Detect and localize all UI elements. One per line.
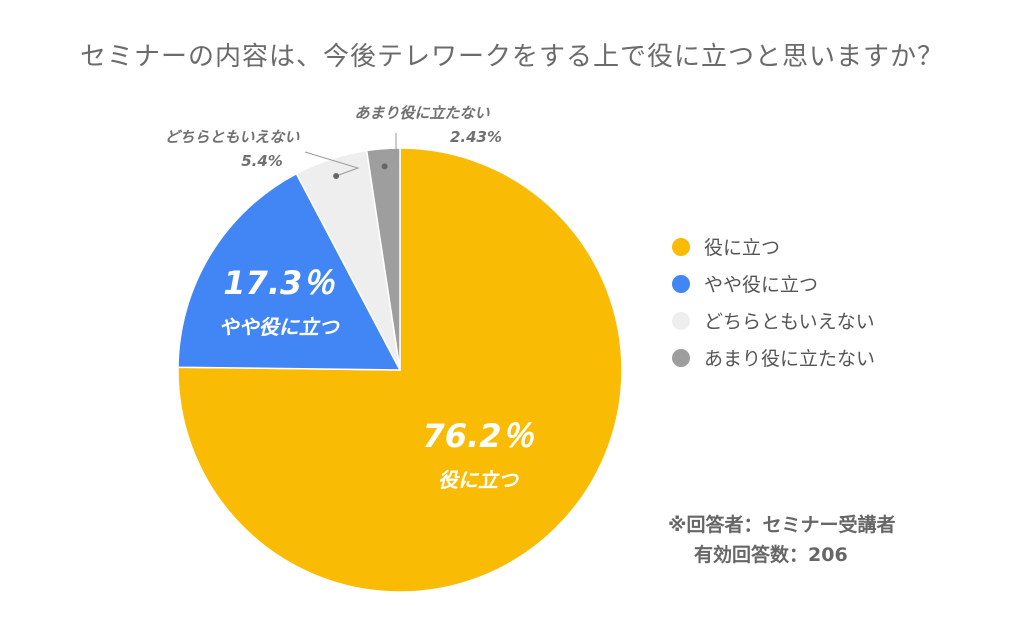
- pie-slice: [177, 147, 623, 593]
- slice-value-label: 2.43%: [450, 128, 502, 146]
- leader-dot: [381, 163, 388, 170]
- legend-label: あまり役に立たない: [704, 348, 876, 370]
- leader-line: [304, 151, 360, 177]
- slice-category-label: 役に立つ: [438, 468, 520, 492]
- pie-slice: [177, 172, 402, 371]
- legend-swatch-icon: [672, 274, 690, 293]
- legend-label: 役に立つ: [704, 237, 781, 259]
- leader-line: [384, 133, 397, 167]
- legend: 役に立つ やや役に立つ どちらともいえない あまり役に立たない: [672, 228, 875, 376]
- legend-swatch-icon: [672, 348, 690, 367]
- legend-label: やや役に立つ: [704, 274, 819, 296]
- slice-value-label: 5.4%: [241, 152, 283, 170]
- legend-label: どちらともいえない: [704, 311, 875, 333]
- note-respondents: ※回答者：セミナー受講者: [668, 514, 896, 536]
- legend-item: あまり役に立たない: [672, 339, 875, 376]
- slice-value-label: 17.3％: [223, 264, 335, 302]
- slice-value-label: 76.2％: [423, 417, 535, 455]
- legend-swatch-icon: [672, 237, 690, 256]
- respondent-note: ※回答者：セミナー受講者 有効回答数：206: [668, 510, 895, 570]
- pie-slice: [365, 147, 401, 371]
- leader-dot: [333, 173, 340, 180]
- chart-title: セミナーの内容は、今後テレワークをする上で役に立つと思いますか？: [79, 42, 944, 72]
- slice-category-label: やや役に立つ: [219, 315, 341, 339]
- legend-item: やや役に立つ: [672, 265, 875, 302]
- legend-item: どちらともいえない: [672, 302, 875, 339]
- legend-item: 役に立つ: [672, 228, 875, 265]
- slice-category-label: あまり役に立たない: [354, 104, 490, 122]
- note-valid-count: 有効回答数：206: [694, 544, 848, 566]
- legend-swatch-icon: [672, 311, 690, 330]
- slice-category-label: どちらともいえない: [165, 128, 301, 146]
